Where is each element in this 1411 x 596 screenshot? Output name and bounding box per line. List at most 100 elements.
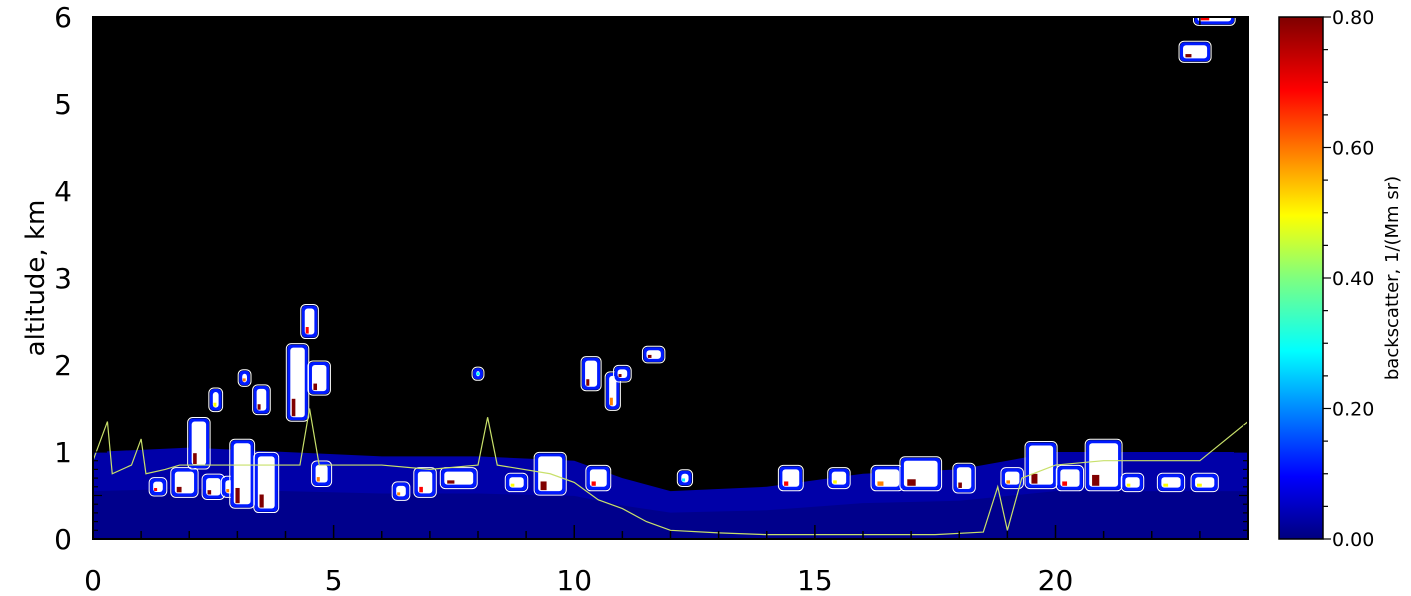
cloud-peak <box>647 354 652 358</box>
x-tick-label: 0 <box>84 564 102 596</box>
cloud-peak <box>1185 54 1192 58</box>
cloud-patch <box>208 387 224 413</box>
cloud-patch <box>285 343 310 422</box>
y-tick-label: 6 <box>54 1 72 34</box>
cloud-contour <box>170 467 199 498</box>
cloud-patch <box>307 360 331 396</box>
cloud-contour <box>952 462 976 494</box>
cloud-patch <box>311 460 333 487</box>
cloud-contour <box>439 467 478 490</box>
colorbar-label: backscatter, 1/(Mm sr) <box>1382 176 1403 380</box>
cloud-contour <box>252 384 271 416</box>
cloud-peak <box>958 482 962 488</box>
cloud-patch <box>827 467 851 490</box>
cloud-contour <box>229 438 256 509</box>
cloud-patch <box>1084 438 1123 492</box>
cloud-peak <box>540 481 547 491</box>
cloud-patch <box>187 417 211 470</box>
cloud-peak <box>476 372 480 376</box>
cloud-peak <box>591 481 596 486</box>
cloud-patch <box>237 369 252 387</box>
cloud-patch <box>899 456 943 492</box>
cloud-patch <box>253 451 280 514</box>
cloud-peak <box>1006 480 1011 484</box>
cloud-contour <box>285 343 310 422</box>
cloud-patch <box>613 364 632 383</box>
cloud-contour <box>504 472 529 493</box>
plot-layers <box>93 17 1248 539</box>
y-tick-label: 0 <box>54 523 72 556</box>
y-axis-label: altitude, km <box>21 200 51 357</box>
cloud-peak <box>907 479 916 486</box>
x-tick-label: 5 <box>325 564 343 596</box>
cloud-contour <box>413 467 437 498</box>
cloud-peak <box>609 397 613 406</box>
cloud-contour <box>1084 438 1123 492</box>
cloud-peak <box>1196 483 1202 487</box>
cloud-peak <box>682 478 686 482</box>
cloud-patch <box>170 467 199 498</box>
cloud-patch <box>1192 17 1236 26</box>
cloud-patch <box>952 462 976 494</box>
cloud-contour <box>1156 472 1186 493</box>
cloud-patch <box>777 464 804 492</box>
cloud-contour <box>391 481 411 501</box>
cloud-contour <box>604 371 621 411</box>
cloud-peak <box>235 487 240 504</box>
colorbar-tick-label: 0.60 <box>1332 138 1374 160</box>
cloud-peak <box>1031 473 1038 484</box>
cloud-peak <box>291 398 296 417</box>
cloud-contour <box>307 360 331 396</box>
cloud-peak <box>257 404 261 410</box>
cloud-peak <box>226 489 230 493</box>
cloud-peak <box>1126 483 1131 487</box>
cloud-peak <box>1163 483 1169 487</box>
x-tick-label: 10 <box>556 564 592 596</box>
cloud-contour <box>585 464 612 492</box>
cloud-patch <box>585 464 612 492</box>
cloud-peak <box>1092 474 1100 486</box>
cloud-patch <box>870 464 904 492</box>
cloud-patch <box>1178 40 1212 63</box>
cloud-contour <box>533 451 567 496</box>
cloud-patch <box>229 438 256 509</box>
cloud-peak <box>447 480 455 484</box>
cloud-patch <box>1156 472 1186 493</box>
cloud-patch <box>1024 440 1058 490</box>
cloud-contour <box>1055 464 1085 492</box>
y-tick-label: 1 <box>54 436 72 469</box>
cloud-contour <box>471 366 485 381</box>
colorbar-tick-label: 0.20 <box>1332 399 1374 421</box>
cloud-peak <box>419 486 423 493</box>
colorbar-tick-label: 0.00 <box>1332 529 1374 551</box>
cloud-patch <box>504 472 529 493</box>
cloud-peak <box>510 483 515 487</box>
y-tick-label: 3 <box>54 262 72 295</box>
cloud-patch <box>252 384 271 416</box>
cloud-contour <box>253 451 280 514</box>
y-tick-label: 4 <box>54 175 72 208</box>
cloud-patch <box>300 303 319 340</box>
cloud-peak <box>193 453 197 465</box>
cloud-patch <box>201 473 226 501</box>
cloud-contour <box>1178 40 1212 63</box>
cloud-peak <box>154 488 158 492</box>
cloud-contour <box>676 469 694 487</box>
colorbar-tick-label: 0.40 <box>1332 268 1374 290</box>
x-tick-label: 15 <box>797 564 833 596</box>
cloud-patch <box>439 467 478 490</box>
cloud-peak <box>618 374 622 378</box>
cloud-contour <box>1192 17 1236 26</box>
cloud-patch <box>471 366 485 381</box>
y-tick-label: 5 <box>54 88 72 121</box>
cloud-contour <box>1120 472 1145 493</box>
aerosol-layer-core <box>93 488 1248 539</box>
cloud-patch <box>1120 472 1145 493</box>
cloud-patch <box>413 467 437 498</box>
cloud-peak <box>305 327 309 334</box>
cloud-contour <box>1190 472 1219 493</box>
cloud-peak <box>313 383 318 391</box>
cloud-peak <box>833 480 837 484</box>
cloud-contour <box>613 364 632 383</box>
cloud-peak <box>784 481 789 486</box>
